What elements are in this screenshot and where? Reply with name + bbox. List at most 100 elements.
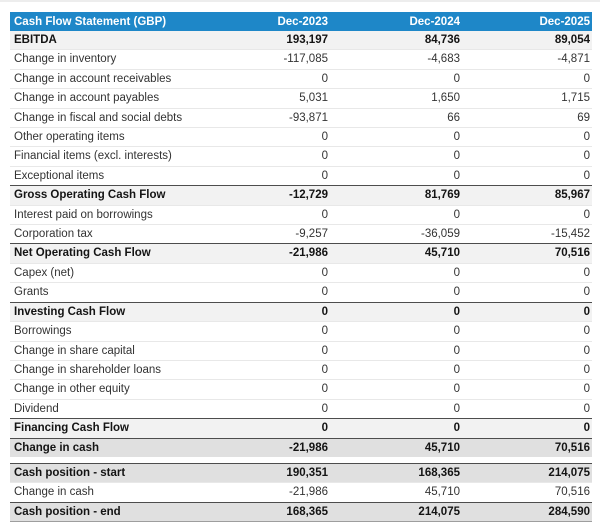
row-value: 89,054 xyxy=(462,31,592,50)
table-row: Change in fiscal and social debts -93,871… xyxy=(10,107,592,128)
table-row: Change in cash -21,986 45,710 70,516 xyxy=(10,437,592,457)
table-row: Borrowings 0 0 0 xyxy=(10,321,592,341)
table-row: Change in shareholder loans 0 0 0 xyxy=(10,359,592,380)
table-row: Financial items (excl. interests) 0 0 0 xyxy=(10,146,592,167)
row-value: 0 xyxy=(198,359,330,380)
row-label: Change in cash xyxy=(10,482,198,503)
row-label: EBITDA xyxy=(10,31,198,50)
row-value: 70,516 xyxy=(462,482,592,503)
row-value: 214,075 xyxy=(462,462,592,483)
row-label: Change in share capital xyxy=(10,340,198,361)
column-header-dec-2023: Dec-2023 xyxy=(198,12,330,31)
row-value: 66 xyxy=(330,107,462,128)
table-row: Cash position - start 190,351 168,365 214,0… xyxy=(10,462,592,483)
row-value: 0 xyxy=(198,418,330,439)
row-value: 0 xyxy=(198,262,330,283)
row-value: 168,365 xyxy=(198,501,330,522)
row-value: 0 xyxy=(330,301,462,322)
row-value: 0 xyxy=(462,340,592,361)
table-row: Change in cash -21,986 45,710 70,516 xyxy=(10,482,592,503)
row-value: 0 xyxy=(462,127,592,147)
table-row: Change in other equity 0 0 0 xyxy=(10,379,592,400)
table-title: Cash Flow Statement (GBP) xyxy=(10,12,198,31)
table-row: Capex (net) 0 0 0 xyxy=(10,262,592,283)
row-label: Change in shareholder loans xyxy=(10,359,198,380)
row-value: 0 xyxy=(462,165,592,186)
row-label: Cash position - end xyxy=(10,501,198,522)
row-value: 0 xyxy=(198,301,330,322)
row-value: 0 xyxy=(330,127,462,147)
cash-flow-table: Cash Flow Statement (GBP) Dec-2023 Dec-2… xyxy=(10,12,592,522)
table-row: Corporation tax -9,257 -36,059 -15,452 xyxy=(10,224,592,244)
table-row: Interest paid on borrowings 0 0 0 xyxy=(10,204,592,225)
table-row: Net Operating Cash Flow -21,986 45,710 70,5… xyxy=(10,243,592,264)
table-row: Grants 0 0 0 xyxy=(10,282,592,303)
row-value: 0 xyxy=(198,68,330,89)
row-value: -15,452 xyxy=(462,224,592,244)
column-header-dec-2024: Dec-2024 xyxy=(330,12,462,31)
row-value: 0 xyxy=(198,146,330,167)
row-value: 0 xyxy=(198,379,330,400)
row-value: 0 xyxy=(330,398,462,419)
row-label: Change in fiscal and social debts xyxy=(10,107,198,128)
table-row: Other operating items 0 0 0 xyxy=(10,127,592,147)
row-value: -21,986 xyxy=(198,437,330,457)
row-value: 84,736 xyxy=(330,31,462,50)
table-row: Change in account receivables 0 0 0 xyxy=(10,68,592,89)
row-value: -4,871 xyxy=(462,49,592,70)
row-label: Gross Operating Cash Flow xyxy=(10,185,198,206)
row-label: Financial items (excl. interests) xyxy=(10,146,198,167)
table-row: Dividend 0 0 0 xyxy=(10,398,592,419)
table-body: EBITDA 193,197 84,736 89,054 Change in inven… xyxy=(10,31,592,522)
row-value: 0 xyxy=(462,146,592,167)
table-row: Change in account payables 5,031 1,650 1,71… xyxy=(10,88,592,109)
row-value: -4,683 xyxy=(330,49,462,70)
row-value: 45,710 xyxy=(330,437,462,457)
row-value: 0 xyxy=(462,379,592,400)
row-value: 168,365 xyxy=(330,462,462,483)
row-value: 0 xyxy=(198,165,330,186)
row-value: 0 xyxy=(462,359,592,380)
row-value: 214,075 xyxy=(330,501,462,522)
row-value: -21,986 xyxy=(198,243,330,264)
top-edge-artifact xyxy=(0,0,600,2)
row-value: 69 xyxy=(462,107,592,128)
row-value: 0 xyxy=(330,359,462,380)
row-value: 0 xyxy=(330,282,462,303)
row-value: 45,710 xyxy=(330,243,462,264)
row-value: 81,769 xyxy=(330,185,462,206)
table-header-row: Cash Flow Statement (GBP) Dec-2023 Dec-2… xyxy=(10,12,592,31)
row-value: 193,197 xyxy=(198,31,330,50)
row-value: 0 xyxy=(330,262,462,283)
row-label: Corporation tax xyxy=(10,224,198,244)
row-label: Financing Cash Flow xyxy=(10,418,198,439)
row-label: Grants xyxy=(10,282,198,303)
row-value: 0 xyxy=(330,204,462,225)
row-label: Net Operating Cash Flow xyxy=(10,243,198,264)
row-value: 85,967 xyxy=(462,185,592,206)
row-value: 1,715 xyxy=(462,88,592,109)
row-value: 0 xyxy=(462,398,592,419)
row-label: Cash position - start xyxy=(10,462,198,483)
row-value: 0 xyxy=(330,165,462,186)
row-value: -36,059 xyxy=(330,224,462,244)
row-value: 1,650 xyxy=(330,88,462,109)
row-value: 190,351 xyxy=(198,462,330,483)
row-value: 0 xyxy=(462,282,592,303)
row-value: 0 xyxy=(198,340,330,361)
row-value: 284,590 xyxy=(462,501,592,522)
row-value: 0 xyxy=(330,418,462,439)
row-value: 0 xyxy=(462,321,592,341)
row-value: 0 xyxy=(330,68,462,89)
row-label: Borrowings xyxy=(10,321,198,341)
row-value: 0 xyxy=(462,68,592,89)
row-value: -93,871 xyxy=(198,107,330,128)
table-row: EBITDA 193,197 84,736 89,054 xyxy=(10,31,592,50)
spacer-row xyxy=(10,456,592,464)
row-value: 0 xyxy=(198,282,330,303)
row-label: Change in account receivables xyxy=(10,68,198,89)
row-label: Capex (net) xyxy=(10,262,198,283)
row-value: 0 xyxy=(330,146,462,167)
row-label: Change in cash xyxy=(10,437,198,457)
